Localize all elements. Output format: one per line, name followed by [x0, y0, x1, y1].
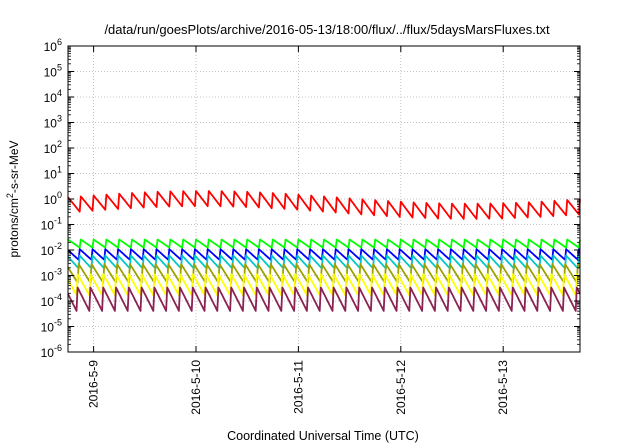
y-axis: 10-610-510-410-310-210-11001011021031041… [41, 37, 580, 360]
y-tick-label: 10-6 [41, 343, 62, 360]
y-tick-exponent: 1 [57, 165, 62, 175]
y-tick-exponent: 3 [57, 114, 62, 124]
y-tick-label: 104 [44, 88, 62, 105]
y-tick-label: 102 [44, 139, 62, 156]
y-tick-exponent: -3 [54, 267, 62, 277]
y-tick-base: 10 [44, 91, 58, 105]
y-axis-label-prefix: protons/cm [7, 198, 21, 257]
y-tick-base: 10 [41, 346, 55, 360]
series-line-4 [67, 254, 581, 270]
y-tick-base: 10 [44, 168, 58, 182]
y-tick-label: 100 [44, 190, 62, 207]
y-tick-base: 10 [44, 66, 58, 80]
y-tick-label: 106 [44, 37, 62, 54]
x-tick-label: 2016-5-12 [394, 360, 408, 415]
y-tick-base: 10 [44, 142, 58, 156]
y-axis-label-suffix: -s-sr-MeV [7, 140, 21, 193]
y-tick-exponent: 2 [57, 139, 62, 149]
x-tick-label: 2016-5-13 [496, 360, 510, 415]
series-line-3 [67, 248, 581, 261]
y-tick-base: 10 [41, 270, 55, 284]
y-tick-base: 10 [44, 193, 58, 207]
y-tick-base: 10 [44, 40, 58, 54]
y-tick-label: 101 [44, 165, 62, 182]
y-tick-exponent: 6 [57, 37, 62, 47]
y-tick-label: 10-3 [41, 267, 62, 284]
y-tick-exponent: 5 [57, 63, 62, 73]
chart-title: /data/run/goesPlots/archive/2016-05-13/1… [104, 22, 550, 37]
x-axis: 2016-5-9 2016-5-10 2016-5-11 2016-5-12 2016-… [87, 46, 510, 415]
x-tick-label: 2016-5-9 [87, 360, 101, 408]
y-tick-label: 10-2 [41, 241, 62, 258]
series-line-7 [67, 286, 581, 312]
y-tick-exponent: 0 [57, 190, 62, 200]
y-tick-label: 105 [44, 63, 62, 80]
y-tick-label: 10-5 [41, 318, 62, 335]
x-tick-label: 2016-5-11 [291, 360, 305, 414]
y-tick-exponent: -2 [54, 241, 62, 251]
y-tick-base: 10 [41, 321, 55, 335]
y-tick-base: 10 [44, 117, 58, 131]
y-tick-label: 10-1 [41, 216, 62, 233]
y-tick-exponent: -5 [54, 318, 62, 328]
y-tick-base: 10 [41, 295, 55, 309]
y-tick-exponent: 4 [57, 88, 62, 98]
x-axis-label: Coordinated Universal Time (UTC) [227, 429, 419, 443]
y-axis-label: protons/cm2-s-sr-MeV [5, 140, 21, 257]
y-tick-exponent: -1 [54, 216, 62, 226]
series-line-1 [67, 190, 581, 220]
y-tick-base: 10 [41, 219, 55, 233]
y-axis-label-sup: 2 [5, 193, 15, 198]
y-tick-label: 10-4 [41, 292, 62, 309]
y-tick-base: 10 [41, 244, 55, 258]
y-tick-exponent: -4 [54, 292, 62, 302]
y-tick-label: 103 [44, 114, 62, 131]
series-line-2 [67, 238, 581, 249]
y-tick-exponent: -6 [54, 343, 62, 353]
x-tick-label: 2016-5-10 [189, 360, 203, 415]
series-lines [67, 190, 581, 312]
